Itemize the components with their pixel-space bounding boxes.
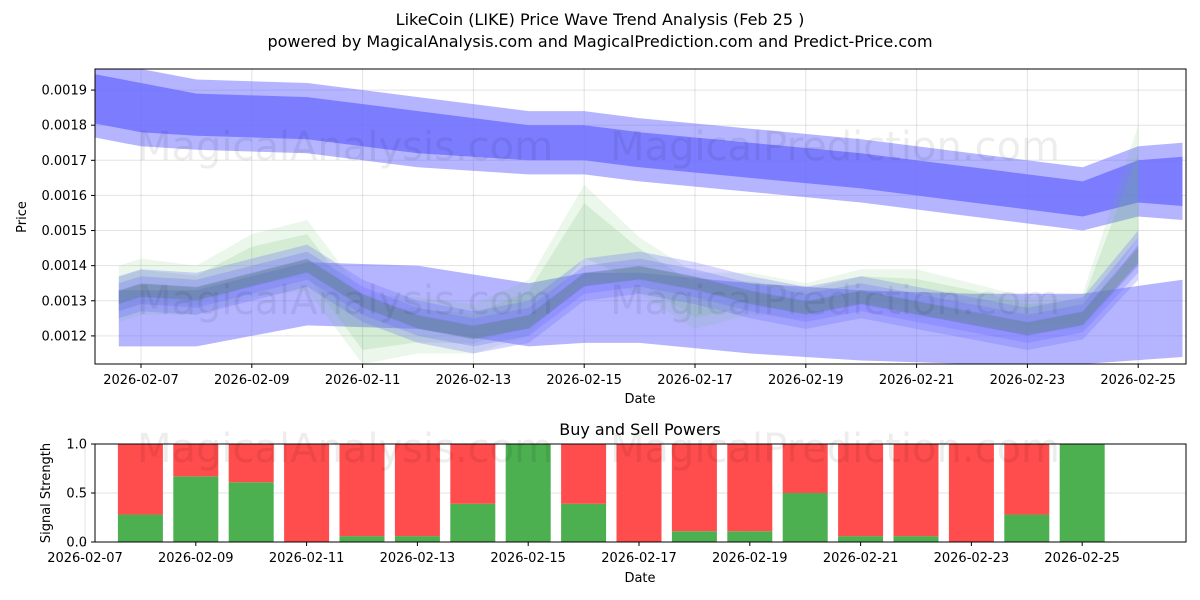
- price-x-tick-label: 2026-02-07: [103, 373, 179, 388]
- upper-trend-inner-band: [95, 74, 1183, 217]
- signal-x-tick-label: 2026-02-07: [47, 551, 123, 566]
- sell-bar: [838, 444, 884, 537]
- signal-x-tick-label: 2026-02-11: [269, 551, 345, 566]
- watermark-bottom-left: MagicalAnalysis.com: [137, 426, 553, 472]
- price-x-label: Date: [624, 392, 655, 407]
- signal-x-tick-label: 2026-02-25: [1044, 551, 1120, 566]
- sell-bar: [450, 444, 496, 504]
- sell-bar: [117, 444, 163, 515]
- buy-bar: [117, 514, 163, 542]
- price-x-tick-label: 2026-02-09: [214, 373, 290, 388]
- watermark-mid-right: MagicalPrediction.com: [610, 278, 1060, 324]
- watermark-mid-left: MagicalAnalysis.com: [137, 278, 553, 324]
- chart-title: LikeCoin (LIKE) Price Wave Trend Analysi…: [396, 10, 805, 29]
- price-y-tick-label: 0.0019: [42, 84, 88, 99]
- watermark-top-right: MagicalPrediction.com: [610, 124, 1060, 170]
- sell-bar: [948, 444, 994, 542]
- signal-y-tick-label: 0.0: [66, 536, 87, 551]
- lower-trend-band: [118, 262, 1183, 364]
- sell-bar: [727, 444, 773, 532]
- signal-title: Buy and Sell Powers: [559, 420, 721, 439]
- chart-subtitle: powered by MagicalAnalysis.com and Magic…: [267, 32, 932, 51]
- watermark-bottom-right: MagicalPrediction.com: [610, 426, 1060, 472]
- signal-y-tick-label: 0.5: [66, 487, 87, 502]
- price-series: [95, 69, 1183, 364]
- sell-bar: [782, 444, 828, 493]
- signal-panel: Buy and Sell Powers MagicalAnalysis.com …: [39, 420, 1187, 586]
- signal-y-tick-label: 1.0: [66, 438, 87, 453]
- price-plot-frame: [94, 68, 1187, 365]
- price-y-tick-label: 0.0015: [42, 224, 88, 239]
- price-y-tick-label: 0.0018: [42, 119, 88, 134]
- signal-x-tick-label: 2026-02-21: [823, 551, 899, 566]
- price-y-tick-label: 0.0014: [42, 259, 88, 274]
- sell-bar: [671, 444, 717, 532]
- blue-wave-band: [118, 237, 1139, 347]
- price-y-tick-label: 0.0017: [42, 154, 88, 169]
- buy-bar: [505, 444, 551, 542]
- sell-bar: [228, 444, 274, 483]
- price-y-label: Price: [15, 201, 30, 233]
- blue-wave-band: [118, 230, 1139, 340]
- signal-x-label: Date: [624, 571, 655, 586]
- sell-bar: [1004, 444, 1050, 515]
- price-x-tick-label: 2026-02-15: [546, 373, 622, 388]
- sell-bar: [284, 444, 330, 542]
- price-panel: MagicalAnalysis.com MagicalPrediction.co…: [15, 68, 1187, 407]
- price-y-tick-label: 0.0013: [42, 294, 88, 309]
- buy-bar: [838, 536, 884, 542]
- signal-x-tick-label: 2026-02-23: [934, 551, 1010, 566]
- sell-bar: [394, 444, 440, 537]
- price-x-tick-label: 2026-02-19: [768, 373, 844, 388]
- buy-bar: [1059, 444, 1105, 542]
- buy-bar: [450, 503, 496, 542]
- green-wave-band: [118, 153, 1139, 350]
- buy-bar: [228, 482, 274, 542]
- price-x-tick-label: 2026-02-25: [1100, 373, 1176, 388]
- signal-y-label: Signal Strength: [39, 443, 54, 543]
- green-wave-band: [118, 125, 1139, 364]
- price-y-tick-label: 0.0012: [42, 329, 88, 344]
- buy-bar: [394, 536, 440, 542]
- sell-bar: [339, 444, 385, 537]
- price-x-tick-label: 2026-02-21: [879, 373, 955, 388]
- signal-x-tick-label: 2026-02-13: [380, 551, 456, 566]
- price-y-ticks: 0.0012 0.0013 0.0014 0.0015 0.0016 0.0017 0.00…: [42, 84, 95, 344]
- signal-x-tick-label: 2026-02-19: [712, 551, 788, 566]
- sell-bar: [893, 444, 939, 537]
- buy-bar: [561, 503, 607, 542]
- buy-bar: [671, 531, 717, 542]
- buy-bar: [727, 531, 773, 542]
- blue-wave-band: [118, 244, 1139, 354]
- buy-bar: [339, 536, 385, 542]
- price-x-tick-label: 2026-02-13: [436, 373, 512, 388]
- signal-x-tick-label: 2026-02-17: [601, 551, 677, 566]
- signal-x-tick-label: 2026-02-09: [158, 551, 234, 566]
- wave-core-band: [118, 247, 1139, 339]
- buy-bar: [782, 493, 828, 542]
- signal-x-tick-label: 2026-02-15: [490, 551, 566, 566]
- buy-bar: [1004, 514, 1050, 542]
- signal-y-ticks: 0.0 0.5 1.0: [66, 438, 95, 551]
- watermark-top-left: MagicalAnalysis.com: [137, 124, 553, 170]
- price-x-tick-label: 2026-02-23: [990, 373, 1066, 388]
- signal-bars: [117, 444, 1105, 542]
- price-x-tick-label: 2026-02-17: [657, 373, 733, 388]
- price-x-tick-label: 2026-02-11: [325, 373, 401, 388]
- price-x-ticks: 2026-02-07 2026-02-09 2026-02-11 2026-02-13…: [103, 364, 1176, 388]
- sell-bar: [616, 444, 662, 542]
- sell-bar: [561, 444, 607, 504]
- sell-bar: [173, 444, 219, 477]
- signal-x-ticks: 2026-02-07 2026-02-09 2026-02-11 2026-02-13…: [47, 542, 1120, 566]
- buy-bar: [173, 476, 219, 542]
- buy-bar: [893, 536, 939, 542]
- price-y-tick-label: 0.0016: [42, 189, 88, 204]
